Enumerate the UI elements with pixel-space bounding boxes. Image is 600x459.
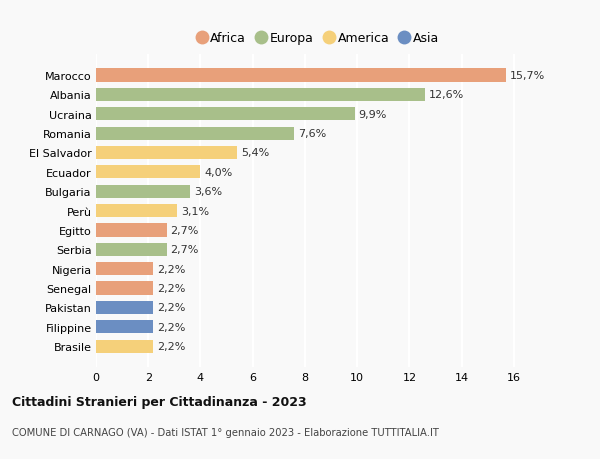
Text: 2,2%: 2,2% bbox=[157, 284, 186, 293]
Bar bbox=[96, 282, 154, 295]
Bar bbox=[96, 69, 506, 83]
Text: COMUNE DI CARNAGO (VA) - Dati ISTAT 1° gennaio 2023 - Elaborazione TUTTITALIA.IT: COMUNE DI CARNAGO (VA) - Dati ISTAT 1° g… bbox=[12, 427, 439, 437]
Text: 2,7%: 2,7% bbox=[170, 225, 199, 235]
Bar bbox=[96, 263, 154, 276]
Bar bbox=[96, 146, 237, 160]
Bar bbox=[96, 340, 154, 353]
Text: 2,2%: 2,2% bbox=[157, 303, 186, 313]
Bar bbox=[96, 127, 295, 140]
Text: 12,6%: 12,6% bbox=[429, 90, 464, 100]
Text: 2,2%: 2,2% bbox=[157, 264, 186, 274]
Bar bbox=[96, 320, 154, 334]
Text: 2,2%: 2,2% bbox=[157, 322, 186, 332]
Text: 5,4%: 5,4% bbox=[241, 148, 269, 158]
Text: 3,1%: 3,1% bbox=[181, 206, 209, 216]
Bar bbox=[96, 301, 154, 314]
Text: 15,7%: 15,7% bbox=[510, 71, 545, 81]
Text: 4,0%: 4,0% bbox=[205, 168, 233, 178]
Text: 3,6%: 3,6% bbox=[194, 187, 222, 197]
Legend: Africa, Europa, America, Asia: Africa, Europa, America, Asia bbox=[191, 27, 445, 50]
Bar bbox=[96, 205, 177, 218]
Bar bbox=[96, 243, 167, 257]
Text: 9,9%: 9,9% bbox=[358, 110, 387, 119]
Text: 2,2%: 2,2% bbox=[157, 341, 186, 352]
Bar bbox=[96, 185, 190, 198]
Text: Cittadini Stranieri per Cittadinanza - 2023: Cittadini Stranieri per Cittadinanza - 2… bbox=[12, 395, 307, 408]
Text: 7,6%: 7,6% bbox=[298, 129, 326, 139]
Bar bbox=[96, 89, 425, 102]
Bar bbox=[96, 166, 200, 179]
Text: 2,7%: 2,7% bbox=[170, 245, 199, 255]
Bar bbox=[96, 224, 167, 237]
Bar bbox=[96, 108, 355, 121]
